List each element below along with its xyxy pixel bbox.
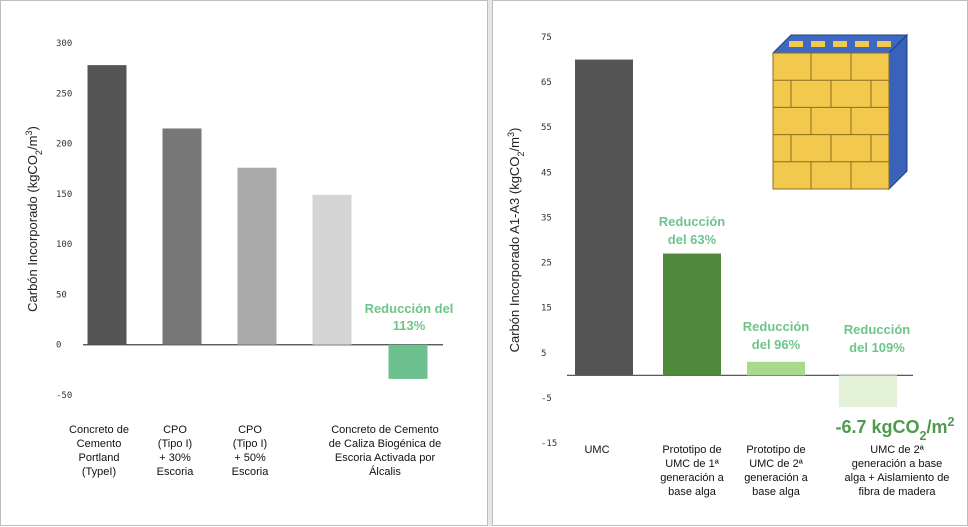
right-y-tick-label: 45: [541, 168, 552, 178]
left-y-axis-title: Carbón Incorporado (kgCO2/m3): [24, 126, 44, 312]
brick-wall-illustration: [771, 33, 909, 191]
right-y-tick-label: 25: [541, 259, 552, 269]
panel-divider: [488, 0, 492, 526]
right-y-tick-label: 65: [541, 78, 552, 88]
chart-panel-right: Carbón Incorporado A1-A3 (kgCO2/m3) 75 65 5…: [492, 0, 968, 526]
chart-right-svg: Carbón Incorporado A1-A3 (kgCO2/m3) 75 65 5…: [506, 33, 955, 498]
left-y-tick-label: 250: [56, 89, 72, 99]
left-y-tick-label: 150: [56, 190, 72, 200]
left-y-tick-label: 100: [56, 240, 72, 250]
left-y-tick-label: 300: [56, 39, 72, 49]
left-reduction-annotation: Reducción del 113%: [365, 301, 454, 333]
right-bar-1: [575, 59, 633, 376]
right-y-tick-label: 35: [541, 213, 552, 223]
right-y-tick-label: 55: [541, 123, 552, 133]
wall-front-face: [772, 52, 890, 190]
right-reduction-annotation: Reducción del 63%: [659, 214, 726, 247]
left-y-tick-label: 50: [56, 290, 67, 300]
chart-left-svg: Carbón Incorporado (kgCO2/m3) 300 250 200 15…: [24, 39, 454, 478]
wall-top-cell: [855, 41, 869, 47]
wall-top-cell: [789, 41, 803, 47]
left-category-label: Concreto de Cemento Portland (TypeI): [69, 424, 129, 478]
left-y-tick-label: 200: [56, 140, 72, 150]
right-y-axis-title: Carbón Incorporado A1-A3 (kgCO2/m3): [506, 128, 526, 353]
left-category-label: CPO (Tipo I) + 50% Escoria: [232, 424, 270, 478]
left-category-label: CPO (Tipo I) + 30% Escoria: [157, 424, 195, 478]
chart-panel-left: Carbón Incorporado (kgCO2/m3) 300 250 200 15…: [0, 0, 488, 526]
right-category-label: Prototipo de UMC de 1ª generación a base al…: [660, 444, 724, 498]
left-y-tick-label: -50: [56, 391, 72, 401]
right-y-tick-label: -15: [541, 439, 557, 449]
right-value-label: -6.7 kgCO2/m2: [835, 415, 954, 443]
left-bar-5: [388, 344, 428, 379]
right-y-tick-label: 75: [541, 33, 552, 43]
right-y-tick-label: 15: [541, 304, 552, 314]
wall-top-cell: [833, 41, 847, 47]
wall-side-face: [888, 33, 908, 191]
wall-top-cell: [811, 41, 825, 47]
left-bar-3: [237, 167, 277, 345]
left-bar-2: [162, 128, 202, 345]
left-y-tick-label: 0: [56, 341, 61, 351]
right-bar-2: [663, 253, 721, 376]
right-category-label: UMC: [584, 444, 609, 456]
right-y-tick-label: 5: [541, 349, 546, 359]
left-bar-1: [87, 65, 127, 345]
left-category-label: Concreto de Cemento de Caliza Biogénica d…: [329, 424, 442, 478]
right-bar-4: [839, 375, 897, 407]
right-category-label: Prototipo de UMC de 2ª generación a base al…: [744, 444, 808, 498]
right-reduction-annotation: Reducción del 96%: [743, 319, 810, 352]
right-reduction-annotation: Reducción del 109%: [844, 322, 911, 355]
right-bar-3: [747, 361, 805, 376]
left-bar-4: [312, 194, 352, 345]
wall-top-cell: [877, 41, 891, 47]
right-y-tick-label: -5: [541, 394, 552, 404]
right-category-label: UMC de 2ª generación a base alga + Aislami…: [845, 444, 950, 498]
